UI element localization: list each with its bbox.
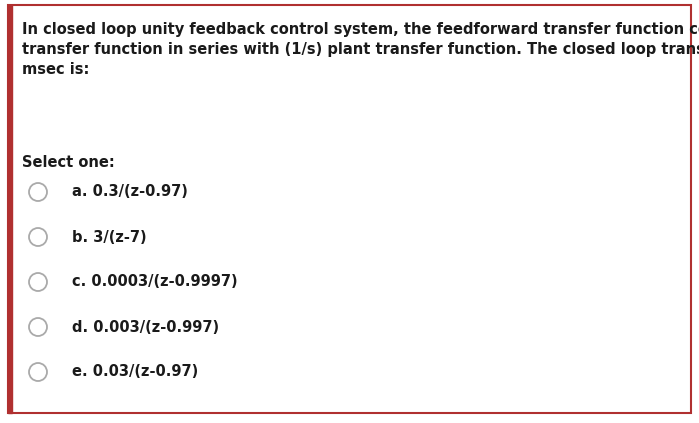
Text: In closed loop unity feedback control system, the feedforward transfer function : In closed loop unity feedback control sy…: [22, 22, 699, 37]
Circle shape: [29, 273, 47, 291]
Circle shape: [29, 228, 47, 246]
Text: msec is:: msec is:: [22, 62, 89, 77]
Circle shape: [29, 183, 47, 201]
Text: transfer function in series with (1/s) plant transfer function. The closed loop : transfer function in series with (1/s) p…: [22, 42, 699, 57]
Bar: [8, 5, 12, 413]
Text: c. 0.0003/(z-0.9997): c. 0.0003/(z-0.9997): [72, 275, 238, 289]
Text: b. 3/(z-7): b. 3/(z-7): [72, 230, 147, 244]
Text: a. 0.3/(z-0.97): a. 0.3/(z-0.97): [72, 184, 188, 200]
Circle shape: [29, 318, 47, 336]
Text: Select one:: Select one:: [22, 155, 115, 170]
Circle shape: [29, 363, 47, 381]
Text: e. 0.03/(z-0.97): e. 0.03/(z-0.97): [72, 365, 199, 379]
Text: d. 0.003/(z-0.997): d. 0.003/(z-0.997): [72, 319, 219, 335]
